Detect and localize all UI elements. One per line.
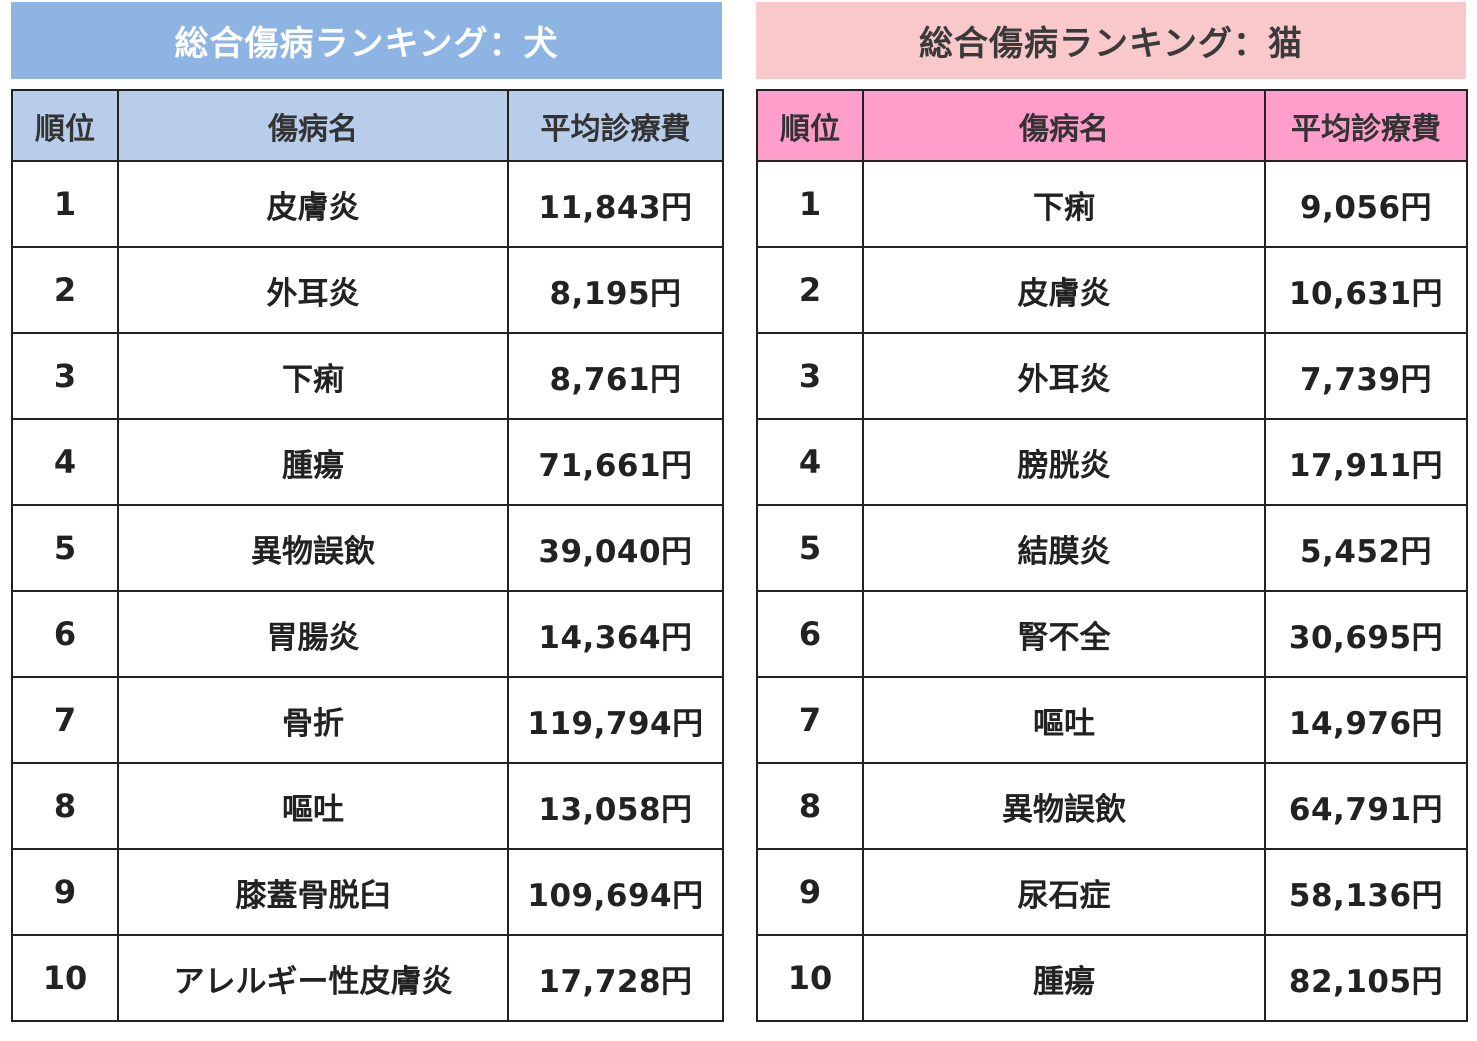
table-row: 2 皮膚炎 10,631円 <box>756 246 1468 334</box>
cat-cell-rank: 8 <box>756 762 864 850</box>
cat-cell-rank: 2 <box>756 246 864 334</box>
dog-ranking-panel: 総合傷病ランキング：犬 順位 傷病名 平均診療費 1 皮膚炎 11,843円 2 外耳炎… <box>11 0 724 1022</box>
dog-cell-name: 膝蓋骨脱臼 <box>117 848 509 936</box>
table-row: 3 下痢 8,761円 <box>11 332 724 420</box>
dog-cell-name: 腫瘍 <box>117 418 509 506</box>
table-row: 9 膝蓋骨脱臼 109,694円 <box>11 848 724 936</box>
dog-cell-cost: 17,728円 <box>507 934 724 1022</box>
dog-cell-name: 胃腸炎 <box>117 590 509 678</box>
cat-cell-name: 尿石症 <box>862 848 1266 936</box>
dog-table-body: 1 皮膚炎 11,843円 2 外耳炎 8,195円 3 下痢 8,761円 4 腫瘍 71,661円… <box>11 160 724 1022</box>
table-row: 1 皮膚炎 11,843円 <box>11 160 724 248</box>
table-row: 8 嘔吐 13,058円 <box>11 762 724 850</box>
cat-cell-rank: 4 <box>756 418 864 506</box>
cat-cell-rank: 6 <box>756 590 864 678</box>
dog-header-name: 傷病名 <box>117 89 509 162</box>
dog-cell-cost: 119,794円 <box>507 676 724 764</box>
cat-cell-rank: 10 <box>756 934 864 1022</box>
table-row: 6 腎不全 30,695円 <box>756 590 1468 678</box>
dog-cell-rank: 9 <box>11 848 119 936</box>
table-row: 4 腫瘍 71,661円 <box>11 418 724 506</box>
table-row: 5 異物誤飲 39,040円 <box>11 504 724 592</box>
cat-cell-rank: 3 <box>756 332 864 420</box>
cat-cell-name: 結膜炎 <box>862 504 1266 592</box>
cat-cell-cost: 7,739円 <box>1264 332 1468 420</box>
cat-cell-cost: 9,056円 <box>1264 160 1468 248</box>
cat-cell-rank: 9 <box>756 848 864 936</box>
dog-cell-name: アレルギー性皮膚炎 <box>117 934 509 1022</box>
table-row: 7 嘔吐 14,976円 <box>756 676 1468 764</box>
table-row: 6 胃腸炎 14,364円 <box>11 590 724 678</box>
dog-cell-rank: 3 <box>11 332 119 420</box>
dog-cell-cost: 14,364円 <box>507 590 724 678</box>
dog-cell-name: 外耳炎 <box>117 246 509 334</box>
dog-cell-rank: 10 <box>11 934 119 1022</box>
cat-cell-name: 腎不全 <box>862 590 1266 678</box>
dog-header-cost: 平均診療費 <box>507 89 724 162</box>
cat-cell-name: 皮膚炎 <box>862 246 1266 334</box>
dog-ranking-title: 総合傷病ランキング：犬 <box>11 2 722 79</box>
cat-cell-cost: 5,452円 <box>1264 504 1468 592</box>
cat-ranking-title: 総合傷病ランキング：猫 <box>756 2 1466 79</box>
dog-cell-rank: 6 <box>11 590 119 678</box>
cat-table-header-row: 順位 傷病名 平均診療費 <box>756 89 1468 162</box>
dog-cell-cost: 8,195円 <box>507 246 724 334</box>
dog-ranking-table: 順位 傷病名 平均診療費 1 皮膚炎 11,843円 2 外耳炎 8,195円 3 下痢 8,7… <box>11 89 724 1022</box>
dog-cell-name: 下痢 <box>117 332 509 420</box>
table-row: 5 結膜炎 5,452円 <box>756 504 1468 592</box>
dog-cell-rank: 5 <box>11 504 119 592</box>
table-row: 1 下痢 9,056円 <box>756 160 1468 248</box>
cat-cell-cost: 82,105円 <box>1264 934 1468 1022</box>
cat-ranking-panel: 総合傷病ランキング：猫 順位 傷病名 平均診療費 1 下痢 9,056円 2 皮膚炎 10… <box>756 0 1468 1022</box>
cat-ranking-table: 順位 傷病名 平均診療費 1 下痢 9,056円 2 皮膚炎 10,631円 3 外耳炎 7,7… <box>756 89 1468 1022</box>
table-row: 3 外耳炎 7,739円 <box>756 332 1468 420</box>
table-row: 10 腫瘍 82,105円 <box>756 934 1468 1022</box>
dog-cell-cost: 8,761円 <box>507 332 724 420</box>
dog-cell-name: 皮膚炎 <box>117 160 509 248</box>
cat-cell-cost: 58,136円 <box>1264 848 1468 936</box>
dog-cell-name: 嘔吐 <box>117 762 509 850</box>
dog-cell-rank: 2 <box>11 246 119 334</box>
cat-cell-cost: 14,976円 <box>1264 676 1468 764</box>
dog-cell-cost: 11,843円 <box>507 160 724 248</box>
cat-header-name: 傷病名 <box>862 89 1266 162</box>
table-row: 4 膀胱炎 17,911円 <box>756 418 1468 506</box>
dog-cell-cost: 71,661円 <box>507 418 724 506</box>
cat-cell-name: 下痢 <box>862 160 1266 248</box>
cat-cell-name: 膀胱炎 <box>862 418 1266 506</box>
cat-cell-rank: 5 <box>756 504 864 592</box>
cat-cell-rank: 7 <box>756 676 864 764</box>
table-row: 7 骨折 119,794円 <box>11 676 724 764</box>
cat-cell-cost: 64,791円 <box>1264 762 1468 850</box>
cat-cell-cost: 10,631円 <box>1264 246 1468 334</box>
cat-table-body: 1 下痢 9,056円 2 皮膚炎 10,631円 3 外耳炎 7,739円 4 膀胱炎 17,911… <box>756 160 1468 1022</box>
dog-table-header-row: 順位 傷病名 平均診療費 <box>11 89 724 162</box>
table-row: 9 尿石症 58,136円 <box>756 848 1468 936</box>
cat-cell-rank: 1 <box>756 160 864 248</box>
table-row: 8 異物誤飲 64,791円 <box>756 762 1468 850</box>
cat-cell-name: 腫瘍 <box>862 934 1266 1022</box>
dog-cell-name: 骨折 <box>117 676 509 764</box>
cat-header-cost: 平均診療費 <box>1264 89 1468 162</box>
cat-cell-name: 異物誤飲 <box>862 762 1266 850</box>
dog-cell-cost: 13,058円 <box>507 762 724 850</box>
dog-cell-cost: 109,694円 <box>507 848 724 936</box>
table-row: 10 アレルギー性皮膚炎 17,728円 <box>11 934 724 1022</box>
dog-cell-cost: 39,040円 <box>507 504 724 592</box>
dog-header-rank: 順位 <box>11 89 119 162</box>
cat-cell-cost: 30,695円 <box>1264 590 1468 678</box>
dog-cell-name: 異物誤飲 <box>117 504 509 592</box>
cat-cell-name: 外耳炎 <box>862 332 1266 420</box>
dog-cell-rank: 8 <box>11 762 119 850</box>
dog-cell-rank: 7 <box>11 676 119 764</box>
cat-header-rank: 順位 <box>756 89 864 162</box>
cat-cell-cost: 17,911円 <box>1264 418 1468 506</box>
dog-cell-rank: 1 <box>11 160 119 248</box>
table-row: 2 外耳炎 8,195円 <box>11 246 724 334</box>
dog-cell-rank: 4 <box>11 418 119 506</box>
cat-cell-name: 嘔吐 <box>862 676 1266 764</box>
